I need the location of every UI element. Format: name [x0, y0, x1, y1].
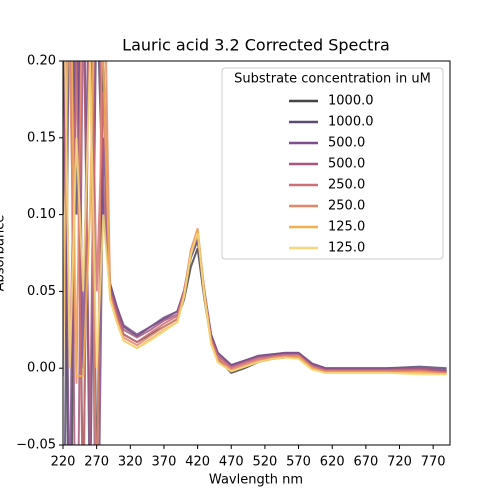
y-tick-label: 0.20	[27, 54, 56, 69]
plot-area	[63, 61, 447, 445]
x-tick-label: 520	[252, 455, 277, 470]
legend-label: 250.0	[328, 178, 365, 193]
series-line	[64, 61, 447, 376]
y-tick-label: −0.05	[16, 438, 56, 453]
legend-label: 1000.0	[328, 94, 374, 109]
x-tick-label: 720	[387, 455, 412, 470]
x-tick-label: 270	[84, 455, 109, 470]
legend-label: 500.0	[328, 157, 365, 172]
x-tick-label: 420	[185, 455, 210, 470]
legend-box	[221, 67, 444, 260]
x-tick-label: 670	[353, 455, 378, 470]
x-tick-label: 470	[219, 455, 244, 470]
y-tick-label: 0.10	[27, 207, 56, 222]
y-tick-label: 0.15	[27, 130, 56, 145]
legend-label: 250.0	[328, 199, 365, 214]
legend-label: 1000.0	[328, 115, 374, 130]
x-axis-label: Wavlength nm	[209, 473, 303, 488]
legend-label: 500.0	[328, 136, 365, 151]
legend-label: 125.0	[328, 241, 365, 256]
y-tick-label: 0.05	[27, 284, 56, 299]
x-tick-label: 620	[320, 455, 345, 470]
chart-title: Lauric acid 3.2 Corrected Spectra	[122, 36, 390, 55]
x-tick-label: 320	[118, 455, 143, 470]
x-tick-label: 770	[421, 455, 446, 470]
x-tick-label: 220	[51, 455, 76, 470]
legend-title: Substrate concentration in uM	[234, 72, 431, 87]
y-tick-label: 0.00	[27, 361, 56, 376]
plot-frame	[62, 60, 451, 446]
x-tick-label: 570	[286, 455, 311, 470]
x-tick-label: 370	[152, 455, 177, 470]
y-axis-label: Absorbance	[0, 215, 8, 292]
legend-label: 125.0	[328, 220, 365, 235]
